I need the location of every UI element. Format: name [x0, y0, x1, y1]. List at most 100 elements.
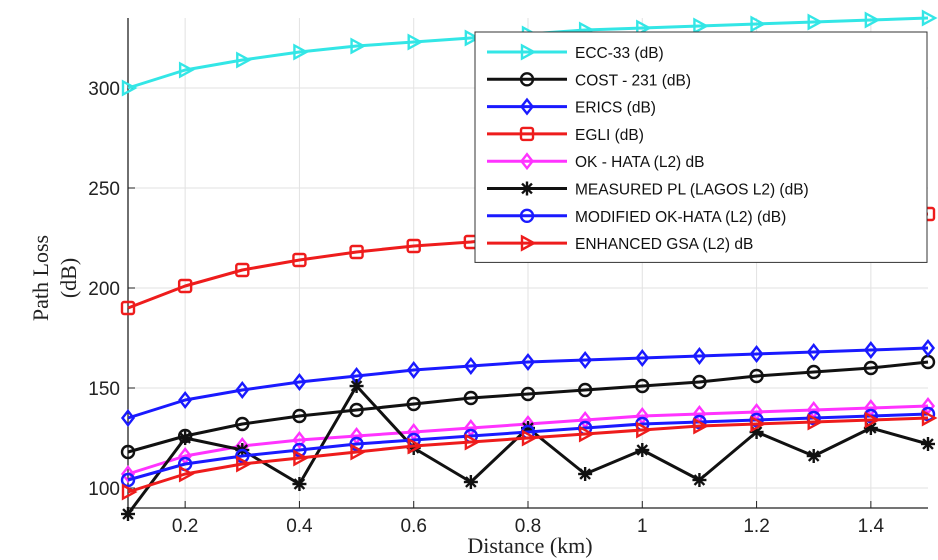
- data-point-diamond: [749, 345, 764, 363]
- asterisk-stroke: [865, 422, 877, 434]
- legend-label: EGLI (dB): [575, 127, 644, 144]
- legend-entry: COST - 231 (dB): [487, 72, 691, 89]
- asterisk-stroke: [579, 468, 591, 480]
- series-line: [127, 416, 929, 494]
- asterisk-stroke: [521, 182, 533, 195]
- data-point-asterisk: [635, 443, 650, 457]
- data-point-diamond: [463, 357, 478, 375]
- x-tick-label: 0.4: [286, 516, 313, 537]
- series-line: [127, 412, 929, 482]
- data-point-circle: [463, 390, 479, 406]
- data-point-diamond: [178, 391, 193, 409]
- data-point-diamond: [519, 152, 535, 171]
- data-point-triangle: [520, 234, 537, 252]
- data-point-triangle: [178, 61, 195, 79]
- data-point-triangle: [864, 411, 881, 429]
- asterisk-stroke: [465, 476, 477, 488]
- data-point-circle: [519, 72, 535, 87]
- asterisk-stroke: [922, 438, 934, 450]
- data-point-triangle: [693, 417, 709, 435]
- data-point-diamond: [235, 381, 250, 399]
- data-point-diamond: [578, 351, 593, 369]
- data-point-square: [519, 126, 535, 142]
- legend-label: ERICS (dB): [575, 100, 656, 117]
- data-point-triangle: [236, 51, 252, 69]
- data-point-triangle: [464, 433, 481, 451]
- data-point-triangle: [921, 409, 938, 427]
- data-point-asterisk: [921, 437, 935, 451]
- data-point-diamond: [635, 349, 650, 367]
- x-tick-label: 0.8: [515, 516, 541, 537]
- y-tick-label: 150: [88, 379, 120, 400]
- x-tick-label: 0.6: [401, 516, 427, 537]
- data-point-square: [292, 252, 307, 268]
- data-point-triangle: [350, 443, 367, 461]
- data-point-triangle: [636, 421, 652, 439]
- data-point-circle: [692, 374, 707, 390]
- legend-entry: MEASURED PL (LAGOS L2) (dB): [487, 181, 809, 199]
- data-point-square: [177, 278, 193, 294]
- asterisk-stroke: [693, 474, 706, 486]
- data-point-triangle: [407, 437, 424, 455]
- data-point-asterisk: [292, 477, 307, 491]
- legend-entry: ECC-33 (dB): [487, 43, 664, 62]
- x-tick-label: 1.4: [858, 516, 885, 537]
- x-tick-label: 1: [637, 516, 648, 537]
- data-point-triangle: [293, 43, 309, 61]
- data-point-diamond: [863, 341, 878, 359]
- y-tick-label: 300: [88, 79, 120, 100]
- y-axis-title-line2: (dB): [56, 258, 81, 298]
- data-point-circle: [120, 472, 136, 488]
- data-point-asterisk: [178, 431, 193, 445]
- series: [121, 409, 938, 501]
- legend-label: ECC-33 (dB): [575, 45, 664, 62]
- data-point-asterisk: [578, 467, 593, 481]
- data-point-square: [406, 238, 421, 254]
- data-point-triangle: [464, 29, 481, 47]
- legend-entry: ENHANCED GSA (L2) dB: [487, 234, 753, 253]
- y-axis-title-line1: Path Loss: [28, 235, 53, 321]
- data-point-triangle: [121, 79, 138, 97]
- legend-entry: ERICS (dB): [487, 97, 656, 117]
- legend: ECC-33 (dB) COST - 231 (dB) ERICS (dB) EGLI…: [474, 31, 928, 263]
- data-point-triangle: [750, 15, 767, 33]
- data-point-diamond: [692, 347, 707, 365]
- data-point-diamond: [806, 343, 821, 361]
- data-point-circle: [406, 396, 421, 412]
- data-point-triangle: [520, 43, 537, 61]
- legend-entry: OK - HATA (L2) dB: [487, 152, 705, 171]
- data-point-circle: [577, 382, 593, 398]
- data-point-triangle: [921, 9, 938, 27]
- asterisk-stroke: [807, 450, 820, 462]
- legend-label: COST - 231 (dB): [575, 72, 691, 89]
- data-point-circle: [292, 408, 307, 424]
- data-point-diamond: [292, 431, 307, 449]
- data-point-circle: [863, 360, 879, 376]
- data-point-triangle: [236, 455, 252, 473]
- data-point-triangle: [293, 449, 309, 467]
- data-point-diamond: [519, 97, 535, 116]
- data-point-diamond: [406, 361, 421, 379]
- data-point-asterisk: [520, 181, 534, 196]
- data-point-asterisk: [463, 475, 478, 489]
- legend-entry: MODIFIED OK-HATA (L2) (dB): [487, 208, 786, 226]
- data-point-square: [120, 300, 136, 316]
- legend-box: [474, 31, 928, 263]
- data-point-square: [235, 262, 250, 278]
- data-point-circle: [635, 378, 650, 394]
- legend-label: ENHANCED GSA (L2) dB: [575, 236, 753, 253]
- data-point-circle: [520, 386, 536, 402]
- data-point-circle: [349, 402, 364, 418]
- data-point-triangle: [750, 415, 767, 433]
- x-tick-label: 0.2: [172, 516, 198, 537]
- data-point-diamond: [920, 339, 936, 357]
- series-line: [127, 360, 929, 454]
- x-tick-label: 1.2: [743, 516, 769, 537]
- data-point-triangle: [578, 425, 595, 443]
- data-point-asterisk: [349, 379, 364, 393]
- data-point-triangle: [807, 413, 824, 431]
- data-point-triangle: [807, 13, 824, 31]
- data-point-diamond: [120, 465, 136, 483]
- asterisk-stroke: [350, 380, 363, 392]
- y-tick-label: 250: [88, 179, 120, 200]
